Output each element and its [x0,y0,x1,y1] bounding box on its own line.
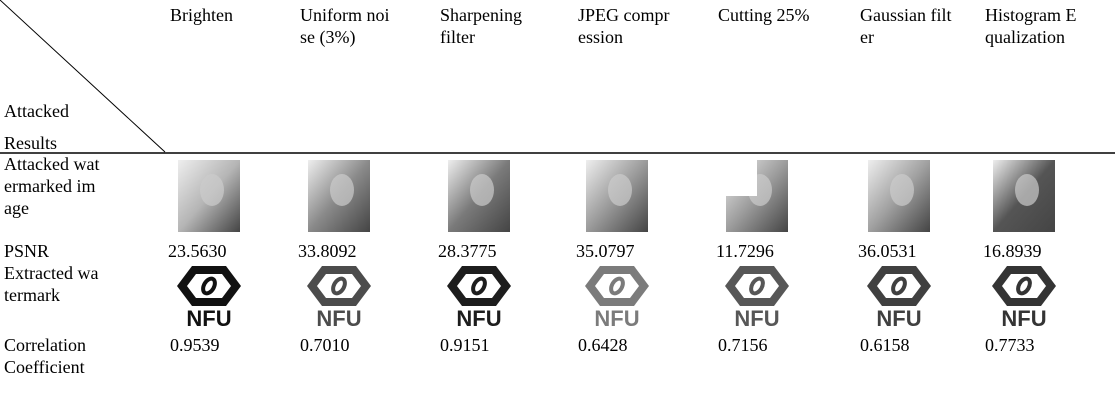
extracted-watermark: NFU [307,266,371,330]
corner-bottom: Results [4,133,58,153]
column-header: Sharpening filter [440,5,522,47]
column-header: JPEG compression [578,5,670,47]
correlation-value: 0.9539 [170,335,220,355]
watermark-text: NFU [456,306,501,330]
extracted-watermark: NFU [585,266,649,330]
psnr-value: 16.8939 [983,241,1042,261]
watermark-text: NFU [594,306,639,330]
watermark-text: NFU [316,306,361,330]
correlation-value: 0.7156 [718,335,768,355]
psnr-value: 11.7296 [716,241,774,261]
column-header: Uniform noise (3%) [300,5,390,47]
extracted-watermark: NFU [992,266,1056,330]
extracted-watermark: NFU [725,266,789,330]
row-label: PSNR [4,241,50,261]
row-label: Correlation Coefficient [4,335,86,377]
attacked-image [308,160,370,232]
attacked-image [993,160,1055,232]
watermark-text: NFU [186,306,231,330]
extracted-watermark: NFU [177,266,241,330]
correlation-value: 0.9151 [440,335,490,355]
column-header: Gaussian filter [860,5,952,47]
psnr-value: 36.0531 [858,241,917,261]
attacked-image [178,160,240,232]
row-label: Extracted watermark [4,263,99,305]
column-header: Cutting 25% [718,5,810,25]
row-label: Attacked watermarked image [4,154,100,218]
correlation-value: 0.6428 [578,335,628,355]
watermark-text: NFU [734,306,779,330]
extracted-watermark: NFU [867,266,931,330]
correlation-value: 0.7010 [300,335,350,355]
psnr-value: 28.3775 [438,241,497,261]
correlation-value: 0.6158 [860,335,910,355]
watermark-text: NFU [1001,306,1046,330]
psnr-value: 33.8092 [298,241,357,261]
attacked-image [448,160,510,232]
attacked-image [868,160,930,232]
attacked-image [586,160,648,232]
watermark-text: NFU [876,306,921,330]
attacked-image [726,160,788,232]
extracted-watermark: NFU [447,266,511,330]
column-header: Histogram Equalization [985,5,1077,47]
psnr-value: 23.5630 [168,241,227,261]
corner-top: Attacked [4,101,69,121]
psnr-value: 35.0797 [576,241,635,261]
diagonal-line [0,0,166,153]
correlation-value: 0.7733 [985,335,1035,355]
column-header: Brighten [170,5,233,25]
